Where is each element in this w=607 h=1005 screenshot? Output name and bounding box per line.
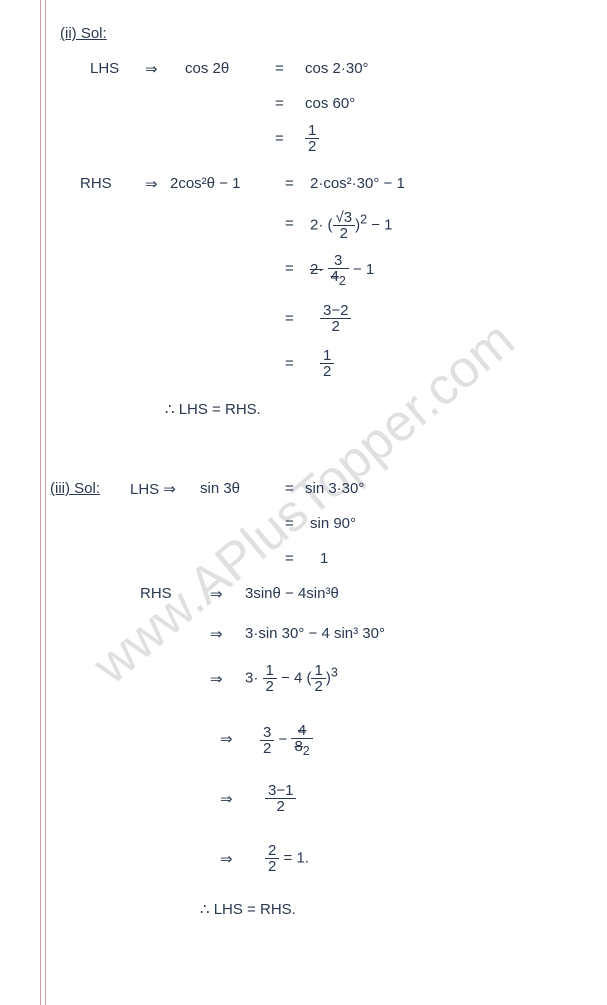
part3-rhs-step2-arrow: ⇒ — [210, 670, 223, 688]
part2-header: (ii) Sol: — [60, 25, 107, 42]
part2-lhs-arrow: ⇒ — [145, 60, 158, 78]
part2-rhs-label: RHS — [80, 175, 112, 192]
p2-s5-num: 1 — [320, 348, 334, 364]
p2-s3-den: 4 — [331, 268, 339, 285]
part3-header-text: (iii) Sol: — [50, 480, 100, 497]
part2-lhs-num: 1 — [305, 123, 319, 139]
part3-rhs-step1: 3·sin 30° − 4 sin³ 30° — [245, 625, 385, 642]
p3-s3-sub: 2 — [303, 744, 310, 758]
part2-rhs-arrow: ⇒ — [145, 175, 158, 193]
part3-conclusion: ∴ LHS = RHS. — [200, 900, 296, 918]
part2-rhs-step1-eq: = — [285, 175, 294, 192]
p3-s2-pre: 3· — [245, 669, 258, 686]
part2-rhs-step2-eq: = — [285, 215, 294, 232]
p2-s4-num: 3−2 — [320, 303, 351, 319]
part3-lhs-step1: sin 3·30° — [305, 480, 364, 497]
part2-lhs-result: 12 — [305, 123, 319, 154]
part2-rhs-step5-eq: = — [285, 355, 294, 372]
part2-rhs-step2: 2· (√32)2 − 1 — [310, 210, 393, 241]
p3-s5-num: 2 — [265, 843, 279, 859]
part2-lhs-step1-eq: = — [275, 60, 284, 77]
part2-rhs-step4-eq: = — [285, 310, 294, 327]
part2-lhs-step3-eq: = — [275, 130, 284, 147]
p3-s2-f1n: 1 — [263, 663, 277, 679]
p3-s2-mid: − 4 — [281, 669, 302, 686]
part2-rhs-step3-eq: = — [285, 260, 294, 277]
p3-s4-den: 2 — [265, 799, 296, 814]
part2-rhs-step3: 2· 342 − 1 — [310, 253, 374, 288]
part3-rhs-label: RHS — [140, 585, 172, 602]
part2-lhs-label: LHS — [90, 60, 119, 77]
p3-s3-f2d: 8 — [294, 738, 302, 755]
p2-s2-sup: 2 — [360, 212, 367, 226]
part2-lhs-step2-eq: = — [275, 95, 284, 112]
p2-s3-sub: 2 — [339, 274, 346, 288]
part2-lhs-step2: cos 60° — [305, 95, 355, 112]
part3-rhs-expr: 3sinθ − 4sin³θ — [245, 585, 339, 602]
part3-rhs-step4: 3−12 — [265, 783, 296, 814]
part2-lhs-step1: cos 2·30° — [305, 60, 369, 77]
part3-lhs-step3-eq: = — [285, 550, 294, 567]
p3-s3-f1n: 3 — [260, 725, 274, 741]
p2-s4-den: 2 — [320, 319, 351, 334]
p3-s3-mid: − — [279, 731, 288, 748]
p2-s2-num: √3 — [333, 210, 356, 226]
p3-s4-num: 3−1 — [265, 783, 296, 799]
part3-lhs-step2: sin 90° — [310, 515, 356, 532]
p3-s2-f2d: 2 — [311, 679, 325, 694]
p3-s2-f1d: 2 — [263, 679, 277, 694]
part2-header-text: (ii) Sol: — [60, 25, 107, 42]
p3-s5-den: 2 — [265, 859, 279, 874]
p3-s2-sup: 3 — [331, 665, 338, 679]
p2-s3-post: − 1 — [353, 261, 374, 278]
part3-rhs-arrow: ⇒ — [210, 585, 223, 603]
p3-s3-f1d: 2 — [260, 741, 274, 756]
part3-lhs-step3: 1 — [320, 550, 328, 567]
part3-rhs-step1-arrow: ⇒ — [210, 625, 223, 643]
part2-rhs-step2-pre: 2· — [310, 216, 323, 233]
part3-rhs-step3-arrow: ⇒ — [220, 730, 233, 748]
p2-s3-num: 3 — [328, 253, 349, 269]
part3-rhs-step3: 32 − 482 — [260, 723, 313, 758]
part3-lhs-step2-eq: = — [285, 515, 294, 532]
part3-lhs-expr: sin 3θ — [200, 480, 240, 497]
p2-s2-den: 2 — [333, 226, 356, 241]
part2-lhs-den: 2 — [305, 139, 319, 154]
part3-rhs-step2: 3· 12 − 4 (12)3 — [245, 663, 338, 694]
part2-rhs-step1: 2·cos²·30° − 1 — [310, 175, 405, 192]
part3-lhs-step1-eq: = — [285, 480, 294, 497]
part2-conclusion: ∴ LHS = RHS. — [165, 400, 261, 418]
part2-rhs-step5: 12 — [320, 348, 334, 379]
part3-rhs-step4-arrow: ⇒ — [220, 790, 233, 808]
part3-rhs-step5-arrow: ⇒ — [220, 850, 233, 868]
part2-lhs-expr: cos 2θ — [185, 60, 229, 77]
part3-header: (iii) Sol: — [50, 480, 100, 497]
part2-rhs-step4: 3−22 — [320, 303, 351, 334]
p2-s5-den: 2 — [320, 364, 334, 379]
part3-rhs-step5: 22 = 1. — [265, 843, 309, 874]
margin-line-2 — [40, 0, 41, 1005]
p2-s3-pre: 2· — [310, 261, 323, 278]
margin-line — [45, 0, 46, 1005]
p3-s5-eq: = 1. — [284, 849, 309, 866]
part2-rhs-expr: 2cos²θ − 1 — [170, 175, 240, 192]
part3-lhs-label: LHS ⇒ — [130, 480, 176, 498]
p3-s3-f2n: 4 — [298, 722, 306, 739]
p3-s2-f2n: 1 — [311, 663, 325, 679]
p2-s2-post: − 1 — [371, 216, 392, 233]
